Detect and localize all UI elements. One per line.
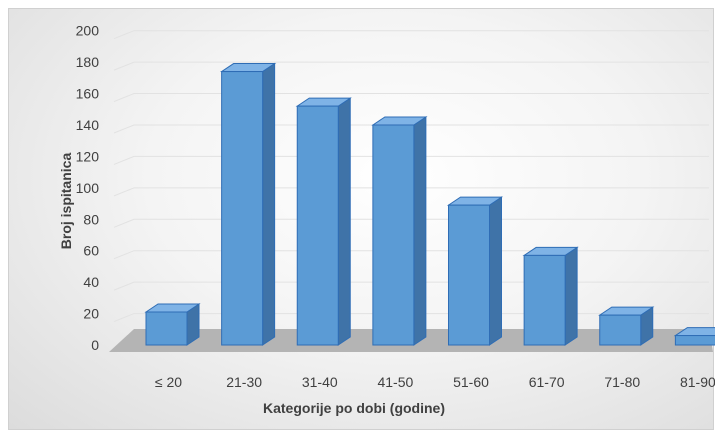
x-tick-label: 51-60 [453, 374, 489, 390]
bar-front [221, 71, 264, 346]
y-tick-label: 0 [91, 337, 99, 353]
bar-front [145, 311, 188, 346]
gridline [113, 61, 709, 71]
gridline [113, 281, 709, 291]
y-axis-title: Broj ispitanica [58, 153, 74, 250]
gridlines [113, 30, 709, 323]
bar-front [674, 335, 715, 346]
bar [673, 327, 715, 346]
bar-front [523, 254, 566, 346]
bar-side [413, 116, 427, 346]
bar [446, 196, 504, 346]
y-tick-label: 180 [76, 54, 100, 70]
bar-side [564, 246, 578, 346]
bar [144, 303, 201, 346]
gridline [113, 218, 709, 228]
gridline [113, 124, 709, 134]
y-axis-ticks: 0 20 40 60 80 100 120 140 160 180 200 [76, 23, 100, 353]
y-tick-label: 80 [83, 211, 99, 227]
y-tick-label: 200 [76, 23, 100, 39]
y-tick-label: 100 [76, 180, 100, 196]
gridline [113, 250, 709, 260]
x-tick-label: 41-50 [377, 374, 413, 390]
gridline [113, 187, 709, 197]
x-tick-label: 21-30 [226, 374, 262, 390]
bar-side [337, 97, 351, 346]
gridline [113, 155, 709, 165]
bar [295, 97, 352, 346]
y-tick-label: 120 [76, 148, 100, 164]
y-tick-label: 60 [83, 243, 99, 259]
bar-chart: 0 20 40 60 80 100 120 140 160 180 200 ≤ 20 21-30 31-… [58, 23, 715, 416]
x-axis-title: Kategorije po dobi (godine) [263, 400, 445, 416]
y-tick-label: 40 [83, 274, 99, 290]
bar [219, 62, 277, 346]
y-tick-label: 160 [76, 86, 100, 102]
bar-side [489, 196, 502, 346]
x-tick-label: ≤ 20 [155, 374, 182, 390]
gridline [113, 313, 709, 323]
bar-front [296, 105, 339, 346]
x-axis-ticks: ≤ 20 21-30 31-40 41-50 51-60 61-70 71-80 81-90 [155, 374, 715, 390]
bar-front [448, 204, 490, 346]
gridline [113, 93, 709, 103]
bar-front [372, 124, 415, 346]
bar-side [262, 62, 276, 346]
x-tick-label: 31-40 [302, 374, 338, 390]
y-tick-label: 140 [76, 117, 100, 133]
x-tick-label: 81-90 [680, 374, 715, 390]
y-tick-label: 20 [83, 306, 99, 322]
bar [598, 306, 655, 346]
gridline [113, 30, 709, 40]
bar-top [673, 327, 715, 337]
bar-front [599, 314, 642, 346]
chart-area: 0 20 40 60 80 100 120 140 160 180 200 ≤ 20 21-30 31-… [8, 8, 715, 430]
x-tick-label: 61-70 [529, 374, 565, 390]
bar [371, 116, 428, 346]
bar [522, 246, 579, 346]
x-tick-label: 71-80 [604, 374, 640, 390]
bars [144, 62, 715, 346]
